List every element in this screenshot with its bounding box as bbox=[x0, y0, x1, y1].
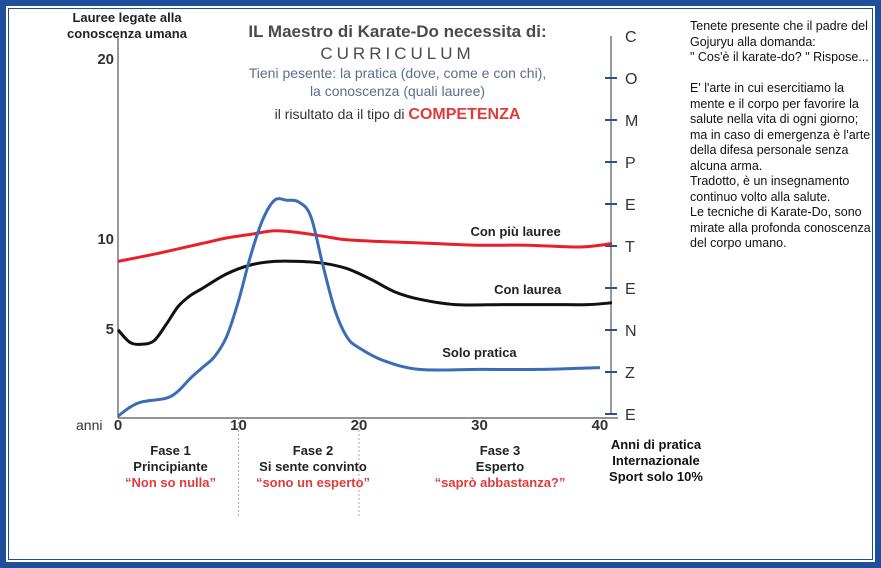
competence-letter-2: M bbox=[625, 113, 638, 130]
chart-title-block: IL Maestro di Karate-Do necessita di: CU… bbox=[205, 22, 590, 124]
chart-axes: anni 0 10 20 30 40 5 10 20 bbox=[76, 38, 618, 518]
competence-letter-1: O bbox=[625, 71, 637, 88]
series-line-1 bbox=[116, 259, 613, 346]
competence-letter-8: Z bbox=[625, 365, 635, 382]
x-tick-label-0: 0 bbox=[114, 417, 122, 434]
competenza-highlight: COMPETENZA bbox=[408, 106, 521, 123]
title-line-1: Tieni pesente: la pratica (dove, come e … bbox=[248, 65, 547, 81]
x-axis-start-label: anni bbox=[76, 417, 102, 433]
y-tick-label-20: 20 bbox=[97, 51, 114, 68]
series-label-2: Solo pratica bbox=[442, 345, 517, 360]
competence-letter-7: N bbox=[625, 323, 637, 340]
phase-3-name: Esperto bbox=[475, 459, 525, 474]
series-label-0: Con più lauree bbox=[470, 224, 560, 239]
side-note: Tenete presente che il padre del Gojuryu… bbox=[690, 19, 871, 250]
chart-subtitle: CURRICULUM bbox=[320, 44, 475, 63]
x-axis-unit-label: Anni di pratica Internazionale Sport sol… bbox=[609, 437, 703, 484]
y-axis-label: Lauree legate alla conoscenza umana bbox=[67, 10, 187, 41]
x-tick-label-40: 40 bbox=[592, 417, 609, 434]
competence-letter-6: E bbox=[625, 281, 636, 298]
title-line-2: la conoscenza (quali lauree) bbox=[309, 83, 486, 99]
competence-axis: C O M P E T E N Z E bbox=[605, 29, 638, 424]
x-tick-label-30: 30 bbox=[471, 417, 488, 434]
phase-2-quote: “sono un esperto” bbox=[255, 475, 371, 490]
phase-2-label: Fase 2 Si sente convinto “sono un espert… bbox=[243, 443, 383, 491]
series-label-1: Con laurea bbox=[494, 282, 562, 297]
phase-3-title: Fase 3 bbox=[479, 443, 521, 458]
competence-letter-5: T bbox=[625, 239, 635, 256]
phase-3-quote: “saprò abbastanza?” bbox=[434, 475, 566, 490]
y-tick-label-10: 10 bbox=[97, 231, 114, 248]
phase-2-title: Fase 2 bbox=[292, 443, 334, 458]
phase-1-title: Fase 1 bbox=[150, 443, 191, 458]
x-tick-label-10: 10 bbox=[230, 417, 247, 434]
y-tick-label-5: 5 bbox=[106, 321, 114, 338]
series-line-2 bbox=[117, 197, 600, 418]
series-labels: Con più lauree Con laurea Solo pratica bbox=[442, 224, 562, 360]
title-line-3: il risultato da il tipo di COMPETENZA bbox=[205, 106, 590, 124]
competence-letter-4: E bbox=[625, 197, 636, 214]
series-line-0 bbox=[117, 229, 613, 263]
x-tick-label-20: 20 bbox=[351, 417, 368, 434]
competence-letter-0: C bbox=[625, 29, 637, 46]
phase-1-name: Principiante bbox=[133, 459, 208, 474]
competence-letter-3: P bbox=[625, 155, 636, 172]
phase-2-name: Si sente convinto bbox=[259, 459, 367, 474]
phase-1-label: Fase 1 Principiante “Non so nulla” bbox=[108, 443, 233, 491]
chart-series bbox=[116, 197, 613, 418]
title-line-3-text: il risultato da il tipo di bbox=[274, 106, 405, 122]
competence-letter-9: E bbox=[625, 407, 636, 424]
phase-3-label: Fase 3 Esperto “saprò abbastanza?” bbox=[420, 443, 580, 491]
chart-title: IL Maestro di Karate-Do necessita di: bbox=[248, 22, 547, 41]
phase-1-quote: “Non so nulla” bbox=[125, 475, 216, 490]
